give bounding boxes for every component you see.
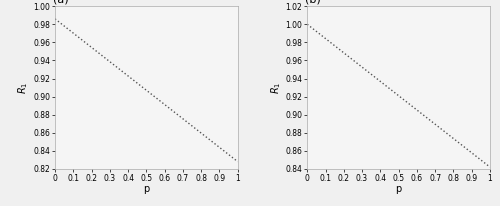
- Text: (a): (a): [53, 0, 69, 5]
- Y-axis label: $R_1$: $R_1$: [16, 81, 30, 94]
- Y-axis label: $R_1$: $R_1$: [269, 81, 282, 94]
- Text: (b): (b): [306, 0, 321, 5]
- X-axis label: p: p: [144, 184, 150, 194]
- X-axis label: p: p: [396, 184, 402, 194]
